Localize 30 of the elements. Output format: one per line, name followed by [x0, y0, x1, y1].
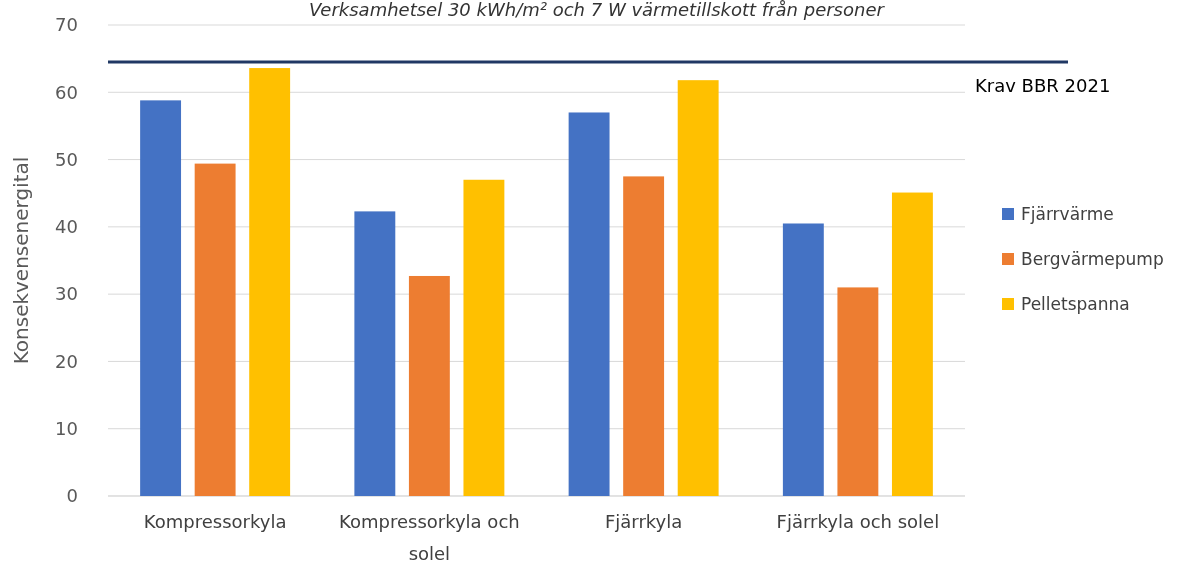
x-tick-label: Fjärrkyla och solel [776, 511, 940, 532]
bar [782, 223, 824, 496]
legend-label: Pelletspanna [1021, 293, 1130, 314]
bar [194, 163, 236, 496]
y-axis-title: Konsekvensenergital [9, 156, 33, 365]
x-tick-label: Kompressorkyla [143, 511, 287, 532]
bar [837, 287, 879, 496]
bar [140, 100, 182, 496]
bar [354, 211, 396, 496]
bar [568, 112, 610, 496]
bar [463, 179, 505, 496]
bar [677, 80, 719, 496]
y-tick-label: 70 [55, 14, 78, 36]
bar [623, 176, 665, 496]
y-tick-label: 50 [55, 148, 78, 170]
legend-label: Fjärrvärme [1021, 203, 1114, 224]
chart-title: Verksamhetsel 30 kWh/m² och 7 W värmetillskott från personer [309, 0, 886, 20]
y-tick-label: 10 [55, 418, 78, 440]
y-tick-label: 20 [55, 350, 78, 372]
x-tick-label: Kompressorkyla och solel [339, 511, 520, 564]
y-tick-label: 40 [55, 216, 78, 238]
x-tick-label: Fjärrkyla [604, 511, 683, 532]
ref-line-label: Krav BBR 2021 [975, 75, 1111, 97]
y-tick-label: 30 [55, 283, 78, 305]
bar [249, 68, 291, 496]
bar [891, 192, 933, 496]
bar [408, 275, 450, 496]
legend-label: Bergvärmepump [1021, 248, 1164, 269]
y-tick-label: 0 [66, 485, 78, 507]
y-tick-label: 60 [55, 81, 78, 103]
